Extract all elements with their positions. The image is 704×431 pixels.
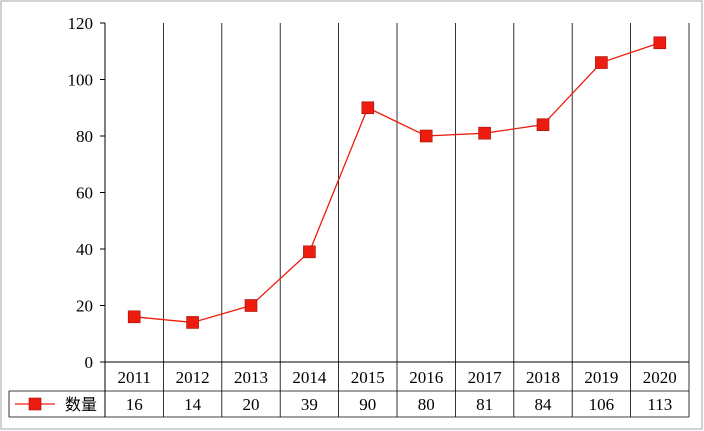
x-tick-label: 2015 (351, 368, 385, 387)
data-point-marker (595, 56, 608, 69)
x-tick-label: 2011 (118, 368, 151, 387)
table-cell-value: 81 (476, 395, 493, 414)
data-point-marker (186, 316, 199, 329)
data-point-marker (653, 36, 667, 50)
table-cell-value: 80 (418, 395, 435, 414)
table-cell-value: 106 (589, 395, 615, 414)
table-cell-value: 84 (535, 395, 553, 414)
data-point-marker (361, 101, 375, 115)
table-cell-value: 16 (126, 395, 143, 414)
legend-marker (28, 397, 42, 411)
data-point-marker (536, 118, 550, 131)
x-tick-label: 2017 (468, 368, 503, 387)
table-cell-value: 113 (647, 395, 672, 414)
y-tick-label: 20 (76, 297, 93, 316)
x-tick-label: 2016 (409, 368, 443, 387)
data-point-marker (419, 129, 433, 143)
y-axis-ticks: 0 20 40 60 80 100 120 (68, 14, 105, 372)
x-tick-label: 2020 (643, 368, 677, 387)
grid-lines (162, 23, 690, 417)
y-tick-label: 0 (85, 353, 94, 372)
x-tick-label: 2012 (176, 368, 210, 387)
legend-label: 数量 (65, 395, 97, 414)
series-line (134, 42, 661, 324)
y-tick-label: 120 (68, 14, 94, 33)
table-cell-value: 20 (243, 395, 260, 414)
x-tick-label: 2019 (584, 368, 618, 387)
series-group (127, 36, 667, 329)
data-point-marker (244, 299, 258, 312)
x-tick-label: 2018 (526, 368, 560, 387)
table-cell-value: 90 (359, 395, 376, 414)
data-point-marker (303, 245, 316, 259)
data-point-marker (478, 126, 491, 140)
y-tick-label: 60 (76, 184, 93, 203)
y-tick-label: 100 (68, 71, 94, 90)
table-cell-value: 14 (184, 395, 202, 414)
y-tick-label: 40 (76, 240, 93, 259)
data-table: 2011 16 2012 14 2013 20 2014 39 2015 90 2016 80 2017… (8, 368, 689, 418)
y-tick-label: 80 (76, 127, 93, 146)
data-point-marker (127, 310, 141, 324)
table-cell-value: 39 (301, 395, 318, 414)
x-tick-label: 2013 (234, 368, 268, 387)
x-tick-label: 2014 (292, 368, 327, 387)
axes (104, 23, 689, 417)
